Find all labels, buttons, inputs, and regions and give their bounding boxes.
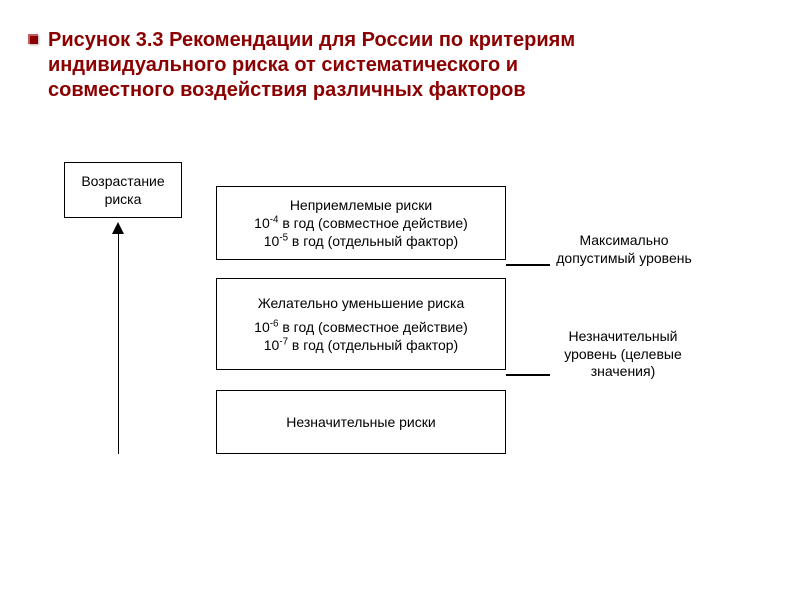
box-desirable-line3: 10-7 в год (отдельный фактор): [264, 336, 458, 354]
box-unacceptable: Неприемлемые риски 10-4 в год (совместно…: [216, 186, 506, 260]
box-unacceptable-line2: 10-4 в год (совместное действие): [254, 214, 468, 232]
risk-axis-line: [118, 230, 119, 454]
box-unacceptable-line3: 10-5 в год (отдельный фактор): [264, 232, 458, 250]
tick-max: [506, 264, 550, 266]
label-neg: Незначительный уровень (целевые значения…: [548, 328, 698, 381]
box-risk-increase-text: Возрастание риска: [71, 172, 175, 208]
label-max: Максимально допустимый уровень: [554, 232, 694, 267]
box-unacceptable-line1: Неприемлемые риски: [290, 196, 432, 214]
risk-axis-arrow: [112, 222, 124, 234]
box-negligible: Незначительные риски: [216, 390, 506, 454]
box-desirable: Желательно уменьшение риска 10-6 в год (…: [216, 278, 506, 370]
tick-neg: [506, 374, 550, 376]
box-desirable-line2: 10-6 в год (совместное действие): [254, 318, 468, 336]
box-negligible-text: Незначительные риски: [286, 413, 435, 431]
box-desirable-line1: Желательно уменьшение риска: [258, 294, 465, 312]
box-risk-increase: Возрастание риска: [64, 162, 182, 218]
figure-title: Рисунок 3.3 Рекомендации для России по к…: [48, 28, 648, 103]
title-bullet: [28, 34, 38, 44]
